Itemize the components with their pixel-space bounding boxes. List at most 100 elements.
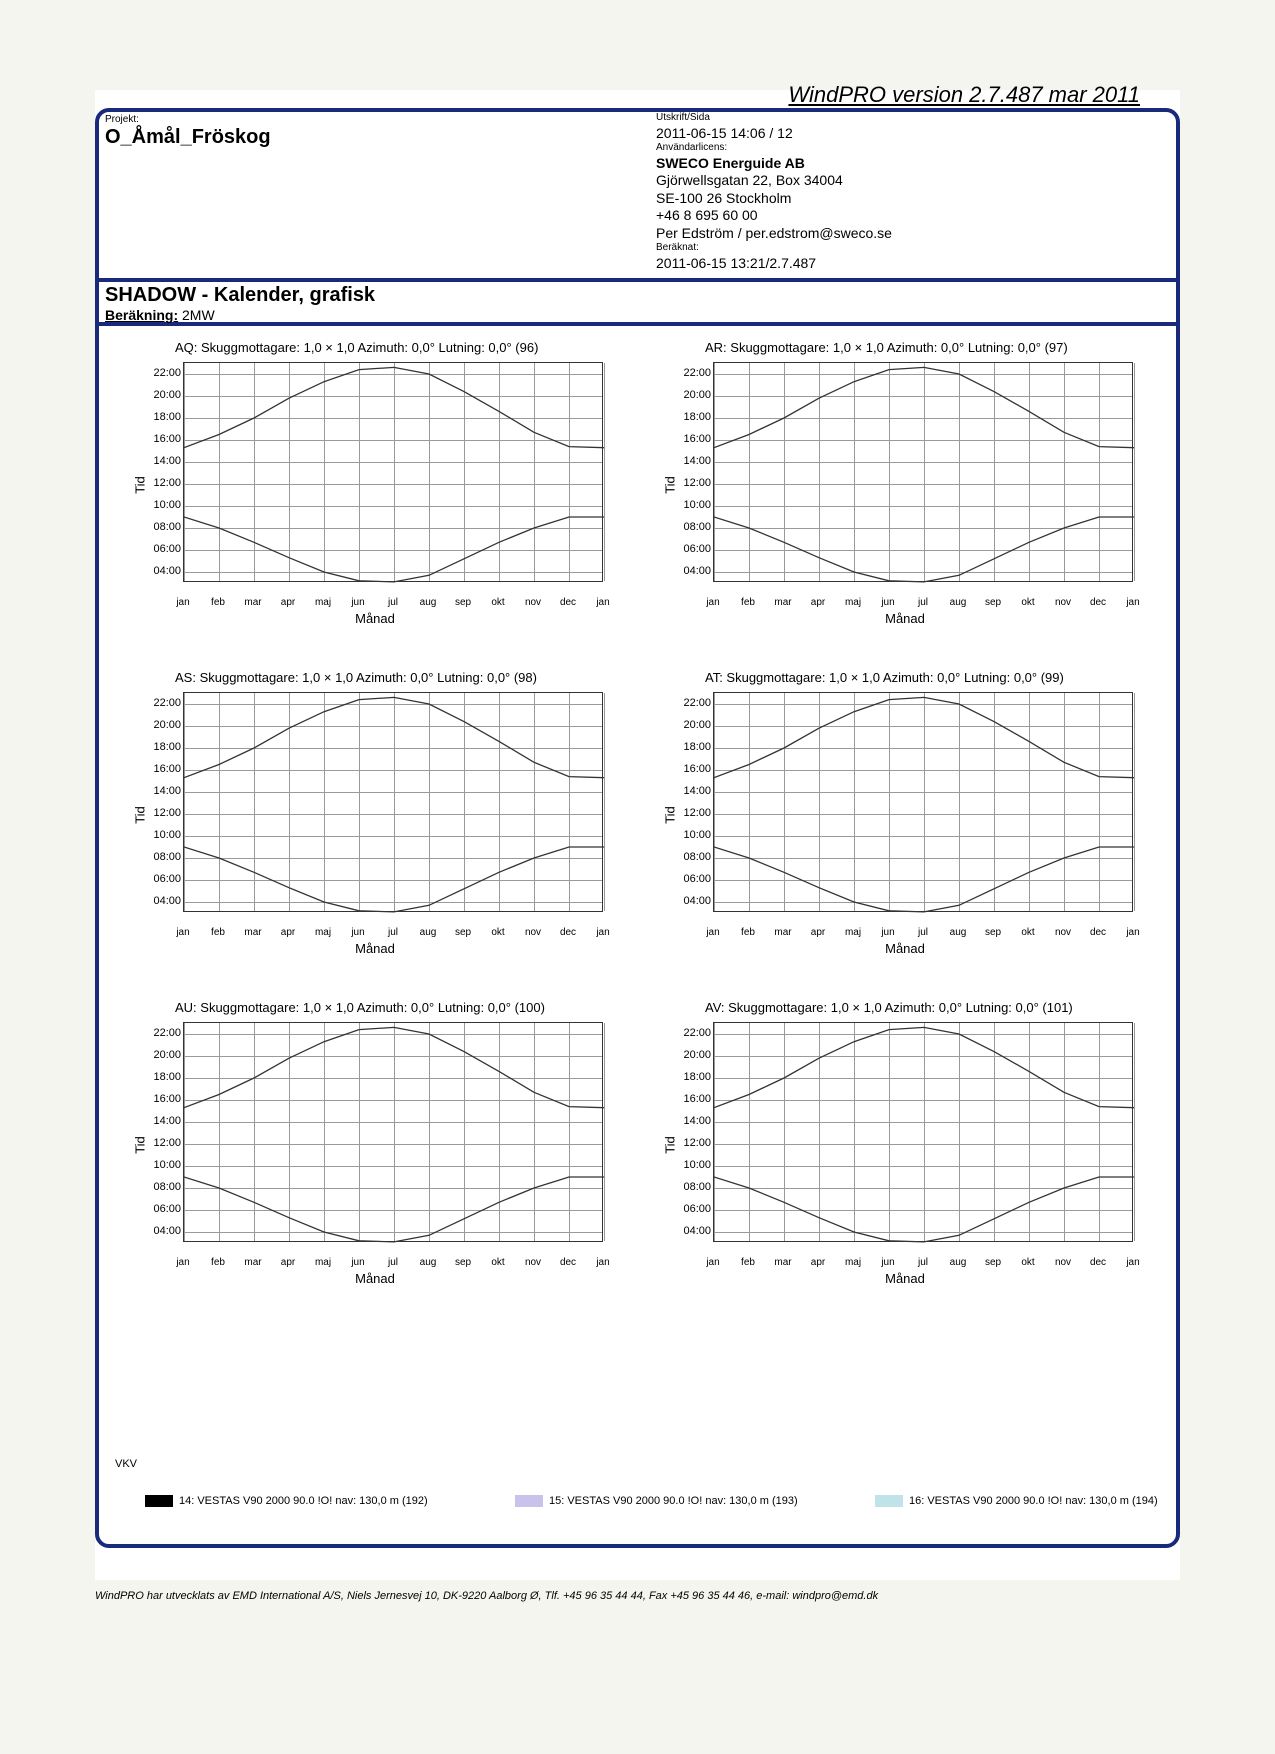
x-tick: jul xyxy=(388,597,398,608)
y-tick: 22:00 xyxy=(671,697,711,709)
chart-AU: AU: Skuggmottagare: 1,0 × 1,0 Azimuth: 0… xyxy=(125,1000,625,1290)
x-tick: nov xyxy=(1055,597,1071,608)
address2: SE-100 26 Stockholm xyxy=(656,190,996,208)
y-tick: 10:00 xyxy=(141,829,181,841)
plot-area xyxy=(713,692,1133,912)
legend-item: 15: VESTAS V90 2000 90.0 !O! nav: 130,0 … xyxy=(515,1495,798,1507)
x-tick: nov xyxy=(525,1257,541,1268)
y-tick: 16:00 xyxy=(671,433,711,445)
project-label: Projekt: xyxy=(105,114,139,125)
sun-curves xyxy=(184,693,604,913)
x-tick: apr xyxy=(811,597,825,608)
y-tick: 06:00 xyxy=(141,1203,181,1215)
x-tick: mar xyxy=(244,597,261,608)
y-tick: 18:00 xyxy=(141,411,181,423)
sun-curves xyxy=(714,363,1134,583)
phone: +46 8 695 60 00 xyxy=(656,207,996,225)
x-tick: maj xyxy=(315,927,331,938)
y-tick: 08:00 xyxy=(141,851,181,863)
chart-AT: AT: Skuggmottagare: 1,0 × 1,0 Azimuth: 0… xyxy=(655,670,1155,960)
x-tick: nov xyxy=(1055,927,1071,938)
legend-text: 16: VESTAS V90 2000 90.0 !O! nav: 130,0 … xyxy=(909,1495,1158,1507)
x-tick: maj xyxy=(845,597,861,608)
title-sub-value: 2MW xyxy=(178,307,215,323)
y-tick: 04:00 xyxy=(671,895,711,907)
y-tick: 08:00 xyxy=(141,521,181,533)
y-tick: 20:00 xyxy=(671,719,711,731)
chart-AQ: AQ: Skuggmottagare: 1,0 × 1,0 Azimuth: 0… xyxy=(125,340,625,630)
y-tick: 14:00 xyxy=(671,785,711,797)
charts-area: AQ: Skuggmottagare: 1,0 × 1,0 Azimuth: 0… xyxy=(115,340,1160,1450)
x-tick: jun xyxy=(881,597,894,608)
y-tick: 10:00 xyxy=(671,1159,711,1171)
x-tick: jul xyxy=(918,927,928,938)
y-tick: 06:00 xyxy=(671,1203,711,1215)
x-tick: mar xyxy=(774,597,791,608)
legend-item: 16: VESTAS V90 2000 90.0 !O! nav: 130,0 … xyxy=(875,1495,1158,1507)
chart-title: AR: Skuggmottagare: 1,0 × 1,0 Azimuth: 0… xyxy=(705,340,1068,355)
x-tick: sep xyxy=(985,927,1001,938)
vkv-label: VKV xyxy=(115,1458,137,1470)
x-tick: feb xyxy=(211,927,225,938)
x-tick: apr xyxy=(281,597,295,608)
y-tick: 18:00 xyxy=(141,741,181,753)
y-tick: 10:00 xyxy=(141,1159,181,1171)
x-tick: dec xyxy=(560,597,576,608)
y-tick: 22:00 xyxy=(141,367,181,379)
x-tick: mar xyxy=(244,1257,261,1268)
x-tick: apr xyxy=(811,1257,825,1268)
y-tick: 20:00 xyxy=(141,1049,181,1061)
x-tick: aug xyxy=(420,1257,437,1268)
y-tick: 04:00 xyxy=(141,895,181,907)
x-tick: jul xyxy=(918,597,928,608)
x-axis-label: Månad xyxy=(125,941,625,956)
legend-swatch xyxy=(875,1495,903,1507)
x-tick: jun xyxy=(351,1257,364,1268)
y-tick: 16:00 xyxy=(141,763,181,775)
report-page: WindPRO version 2.7.487 mar 2011 Projekt… xyxy=(95,90,1180,1580)
x-tick: maj xyxy=(315,1257,331,1268)
x-tick: jun xyxy=(881,927,894,938)
x-tick: jan xyxy=(1126,1257,1139,1268)
x-tick: feb xyxy=(741,597,755,608)
x-tick: dec xyxy=(560,927,576,938)
y-tick: 16:00 xyxy=(671,1093,711,1105)
x-axis-label: Månad xyxy=(655,611,1155,626)
x-tick: maj xyxy=(315,597,331,608)
x-tick: sep xyxy=(985,597,1001,608)
x-tick: dec xyxy=(1090,1257,1106,1268)
y-tick: 06:00 xyxy=(671,543,711,555)
title-sub: Beräkning: 2MW xyxy=(105,307,215,323)
y-tick: 04:00 xyxy=(671,1225,711,1237)
y-tick: 06:00 xyxy=(141,873,181,885)
y-tick: 18:00 xyxy=(671,741,711,753)
plot-area xyxy=(183,362,603,582)
gridline xyxy=(604,363,605,581)
print-label: Utskrift/Sida xyxy=(656,112,996,125)
calc-label: Beräknat: xyxy=(656,242,996,255)
contact: Per Edström / per.edstrom@sweco.se xyxy=(656,225,996,243)
y-tick: 12:00 xyxy=(671,807,711,819)
x-tick: jan xyxy=(706,927,719,938)
x-tick: jan xyxy=(596,597,609,608)
chart-title: AQ: Skuggmottagare: 1,0 × 1,0 Azimuth: 0… xyxy=(175,340,538,355)
x-tick: nov xyxy=(525,927,541,938)
y-tick: 04:00 xyxy=(141,565,181,577)
y-tick: 18:00 xyxy=(671,411,711,423)
x-tick: feb xyxy=(211,1257,225,1268)
x-tick: jun xyxy=(881,1257,894,1268)
chart-AV: AV: Skuggmottagare: 1,0 × 1,0 Azimuth: 0… xyxy=(655,1000,1155,1290)
legend-item: 14: VESTAS V90 2000 90.0 !O! nav: 130,0 … xyxy=(145,1495,428,1507)
legend-swatch xyxy=(145,1495,173,1507)
x-tick: jan xyxy=(596,1257,609,1268)
header-block: Projekt: O_Åmål_Fröskog Utskrift/Sida 20… xyxy=(99,112,1176,272)
x-axis-label: Månad xyxy=(655,941,1155,956)
x-tick: sep xyxy=(455,1257,471,1268)
sun-curves xyxy=(714,1023,1134,1243)
y-tick: 16:00 xyxy=(141,1093,181,1105)
x-tick: jan xyxy=(706,597,719,608)
x-axis-label: Månad xyxy=(125,611,625,626)
x-tick: nov xyxy=(525,597,541,608)
chart-title: AU: Skuggmottagare: 1,0 × 1,0 Azimuth: 0… xyxy=(175,1000,545,1015)
x-tick: apr xyxy=(811,927,825,938)
